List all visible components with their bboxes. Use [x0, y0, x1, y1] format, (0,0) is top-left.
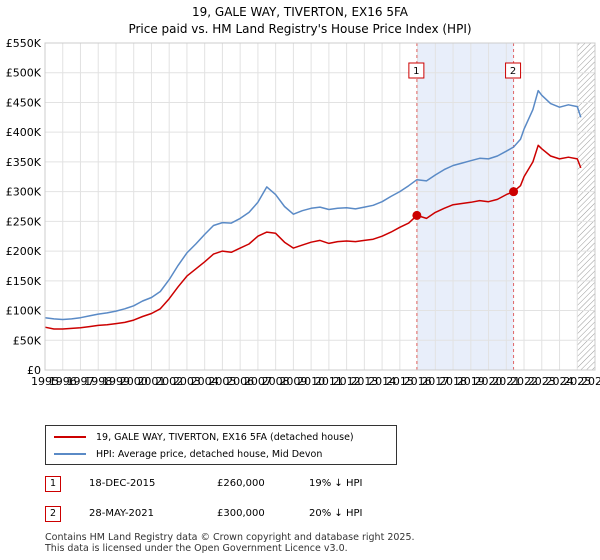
y-tick-label: £450K — [6, 96, 42, 109]
marker-2-label: 2 — [510, 66, 516, 77]
x-tick-label: 2015 — [386, 375, 414, 388]
x-tick-label: 2010 — [297, 375, 325, 388]
x-tick-label: 2013 — [350, 375, 378, 388]
x-tick-label: 2014 — [368, 375, 396, 388]
y-tick-label: £0 — [27, 364, 41, 377]
x-tick-label: 2011 — [315, 375, 343, 388]
transaction-badge: 2 — [45, 506, 61, 522]
footer-line1: Contains HM Land Registry data © Crown c… — [45, 532, 415, 543]
x-tick-label: 2005 — [208, 375, 236, 388]
x-tick-label: 1998 — [84, 375, 112, 388]
forecast-hatch — [577, 43, 595, 370]
x-tick-label: 2002 — [155, 375, 183, 388]
transaction-hpi-diff: 20% ↓ HPI — [309, 508, 363, 519]
x-tick-label: 2008 — [262, 375, 290, 388]
marker-1-point — [412, 210, 422, 220]
marker-2-box — [505, 62, 522, 79]
y-tick-label: £350K — [6, 156, 42, 169]
x-tick-label: 2016 — [404, 375, 432, 388]
legend: 19, GALE WAY, TIVERTON, EX16 5FA (detach… — [45, 425, 397, 465]
x-tick-label: 2006 — [226, 375, 254, 388]
transaction-hpi-diff: 19% ↓ HPI — [309, 478, 363, 489]
marker-1-label: 1 — [413, 66, 419, 77]
x-tick-label: 2003 — [173, 375, 201, 388]
transaction-badge: 1 — [45, 476, 61, 492]
y-tick-label: £500K — [6, 67, 42, 80]
y-tick-label: £50K — [13, 334, 42, 347]
x-tick-label: 1997 — [66, 375, 94, 388]
legend-line-hpi — [54, 453, 86, 455]
y-tick-label: £100K — [6, 305, 42, 318]
legend-item-hpi: HPI: Average price, detached house, Mid … — [54, 446, 322, 462]
legend-item-property: 19, GALE WAY, TIVERTON, EX16 5FA (detach… — [54, 429, 354, 445]
chart-title-line2: Price paid vs. HM Land Registry's House … — [128, 22, 472, 36]
x-tick-label: 2001 — [137, 375, 165, 388]
x-tick-label: 2023 — [528, 375, 556, 388]
transaction-date: 28-MAY-2021 — [89, 508, 155, 519]
footer: Contains HM Land Registry data © Crown c… — [45, 532, 415, 554]
x-tick-label: 1995 — [31, 375, 59, 388]
x-tick-label: 2021 — [492, 375, 520, 388]
x-tick-label: 2000 — [120, 375, 148, 388]
chart-title-line1: 19, GALE WAY, TIVERTON, EX16 5FA — [192, 5, 408, 19]
transaction-price: £260,000 — [217, 478, 265, 489]
y-tick-label: £400K — [6, 126, 42, 139]
y-tick-label: £300K — [6, 186, 42, 199]
transaction-date: 18-DEC-2015 — [89, 478, 156, 489]
x-tick-label: 2020 — [475, 375, 503, 388]
x-tick-label: 2024 — [546, 375, 574, 388]
footer-line2: This data is licensed under the Open Gov… — [45, 543, 348, 554]
legend-label-hpi: HPI: Average price, detached house, Mid … — [96, 448, 323, 460]
x-tick-label: 2025 — [563, 375, 591, 388]
x-tick-label: 2018 — [439, 375, 467, 388]
legend-line-property — [54, 436, 86, 438]
x-tick-label: 2012 — [333, 375, 361, 388]
y-tick-label: £200K — [6, 245, 42, 258]
y-tick-label: £550K — [6, 37, 42, 50]
marker-1-box — [408, 62, 425, 79]
ownership-shade — [416, 43, 514, 370]
y-tick-label: £250K — [6, 215, 42, 228]
x-tick-label: 2004 — [191, 375, 219, 388]
y-tick-label: £150K — [6, 275, 42, 288]
x-tick-label: 1996 — [49, 375, 77, 388]
x-tick-label: 2009 — [279, 375, 307, 388]
x-tick-label: 2022 — [510, 375, 538, 388]
legend-label-property: 19, GALE WAY, TIVERTON, EX16 5FA (detach… — [96, 431, 354, 443]
x-tick-label: 2007 — [244, 375, 272, 388]
x-tick-label: 2019 — [457, 375, 485, 388]
x-tick-label: 2017 — [421, 375, 449, 388]
series-line-hpi — [44, 89, 582, 321]
x-tick-label: 2026 — [581, 375, 600, 388]
x-tick-label: 1999 — [102, 375, 130, 388]
marker-2-point — [509, 187, 519, 197]
plot-border — [44, 42, 596, 371]
transaction-price: £300,000 — [217, 508, 265, 519]
